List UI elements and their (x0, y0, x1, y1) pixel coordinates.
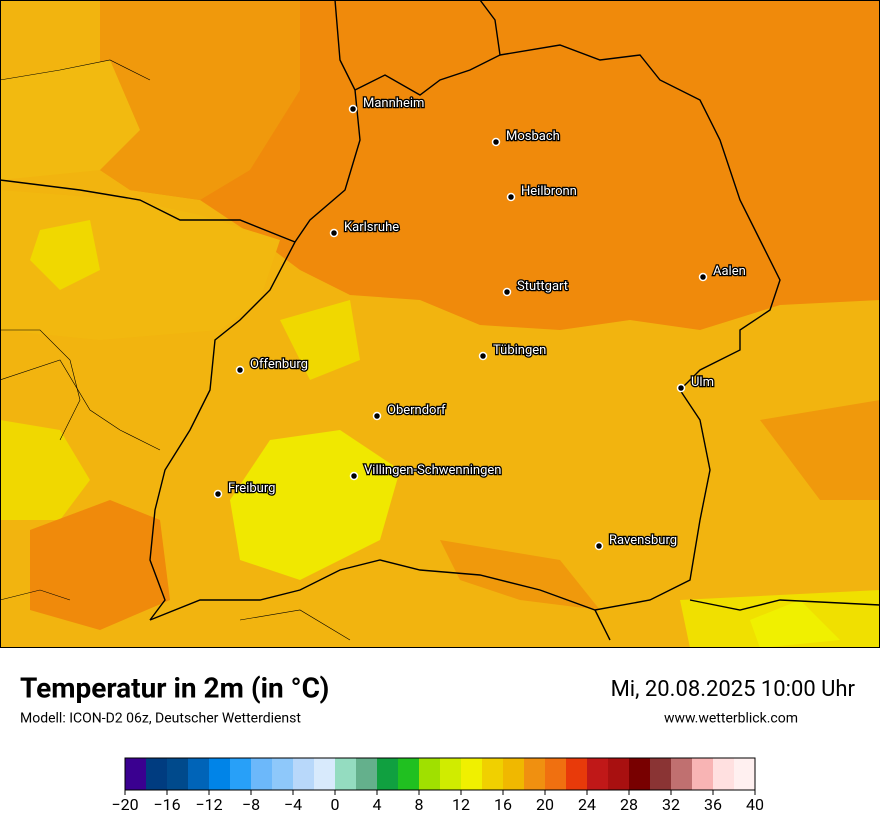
tick-label: 40 (746, 795, 764, 814)
tick-label: −4 (284, 795, 302, 814)
tick-label: 4 (373, 795, 382, 814)
color-swatch (230, 758, 252, 790)
tick-label: 20 (536, 795, 554, 814)
city-label: Villingen-Schwenningen (364, 463, 501, 478)
tick-label: 16 (494, 795, 512, 814)
city-label: Ravensburg (609, 533, 677, 548)
color-swatch (146, 758, 168, 790)
tick-label: −8 (242, 795, 260, 814)
city-label: Heilbronn (521, 184, 577, 199)
title: Temperatur in 2m (in °C) (20, 671, 329, 704)
color-swatch (566, 758, 588, 790)
color-swatch (629, 758, 651, 790)
color-swatch (377, 758, 399, 790)
city-label: Tübingen (493, 343, 546, 358)
tick-label: 8 (415, 795, 424, 814)
city-label: Offenburg (250, 357, 308, 372)
colorbar: −20 −16 −12 −8 −4 0 4 8 12 16 20 24 28 32 36 40 (111, 757, 764, 814)
colorbar-frame (124, 757, 756, 791)
city-dot (235, 365, 245, 375)
city-label: Oberndorf (387, 403, 446, 418)
date: Mi, 20.08.2025 10:00 Uhr (611, 677, 856, 702)
color-swatch (692, 758, 714, 790)
color-swatch (482, 758, 504, 790)
city-dot (213, 489, 223, 499)
tick-label: 32 (662, 795, 680, 814)
color-swatch (419, 758, 441, 790)
tick-label: 0 (331, 795, 340, 814)
color-swatch (356, 758, 378, 790)
tick-label: −16 (153, 795, 180, 814)
city-dot (329, 228, 339, 238)
city-label: Freiburg (228, 481, 275, 496)
city-label: Mannheim (363, 96, 424, 111)
city-label: Stuttgart (517, 279, 568, 294)
city-label: Aalen (713, 264, 746, 279)
color-swatch (587, 758, 609, 790)
color-swatch (335, 758, 357, 790)
color-swatch (188, 758, 210, 790)
color-swatch (398, 758, 420, 790)
city-dot (698, 272, 708, 282)
color-swatch (293, 758, 315, 790)
color-swatch (713, 758, 735, 790)
city-dot (372, 411, 382, 421)
tick-label: 12 (452, 795, 470, 814)
color-swatch (608, 758, 630, 790)
color-swatch (167, 758, 189, 790)
tick-label: −20 (111, 795, 138, 814)
subtitle: Modell: ICON-D2 06z, Deutscher Wetterdie… (20, 711, 301, 727)
color-swatch (314, 758, 336, 790)
color-swatch (734, 758, 756, 790)
color-swatch (503, 758, 525, 790)
tick-label: 28 (620, 795, 638, 814)
color-swatch (524, 758, 546, 790)
map (0, 0, 880, 648)
city-label: Ulm (691, 375, 714, 390)
city-dot (491, 137, 501, 147)
tick-label: 24 (578, 795, 596, 814)
city-layer: Mannheim Mosbach Heilbronn Karlsruhe Aalen St… (213, 95, 747, 551)
city-dot (594, 541, 604, 551)
color-swatch (671, 758, 693, 790)
color-swatch (251, 758, 273, 790)
city-label: Mosbach (506, 129, 560, 144)
city-dot (478, 351, 488, 361)
city-dot (506, 192, 516, 202)
color-swatch (209, 758, 231, 790)
color-swatch (545, 758, 567, 790)
color-swatch (650, 758, 672, 790)
color-swatch (440, 758, 462, 790)
color-swatch (461, 758, 483, 790)
tick-label: 36 (704, 795, 722, 814)
city-dot (676, 383, 686, 393)
city-dot (349, 471, 359, 481)
city-dot (502, 287, 512, 297)
tick-label: −12 (195, 795, 222, 814)
city-label: Karlsruhe (344, 220, 399, 235)
color-swatch (125, 758, 147, 790)
city-dot (348, 104, 358, 114)
website: www.wetterblick.com (664, 711, 798, 727)
color-swatch (272, 758, 294, 790)
